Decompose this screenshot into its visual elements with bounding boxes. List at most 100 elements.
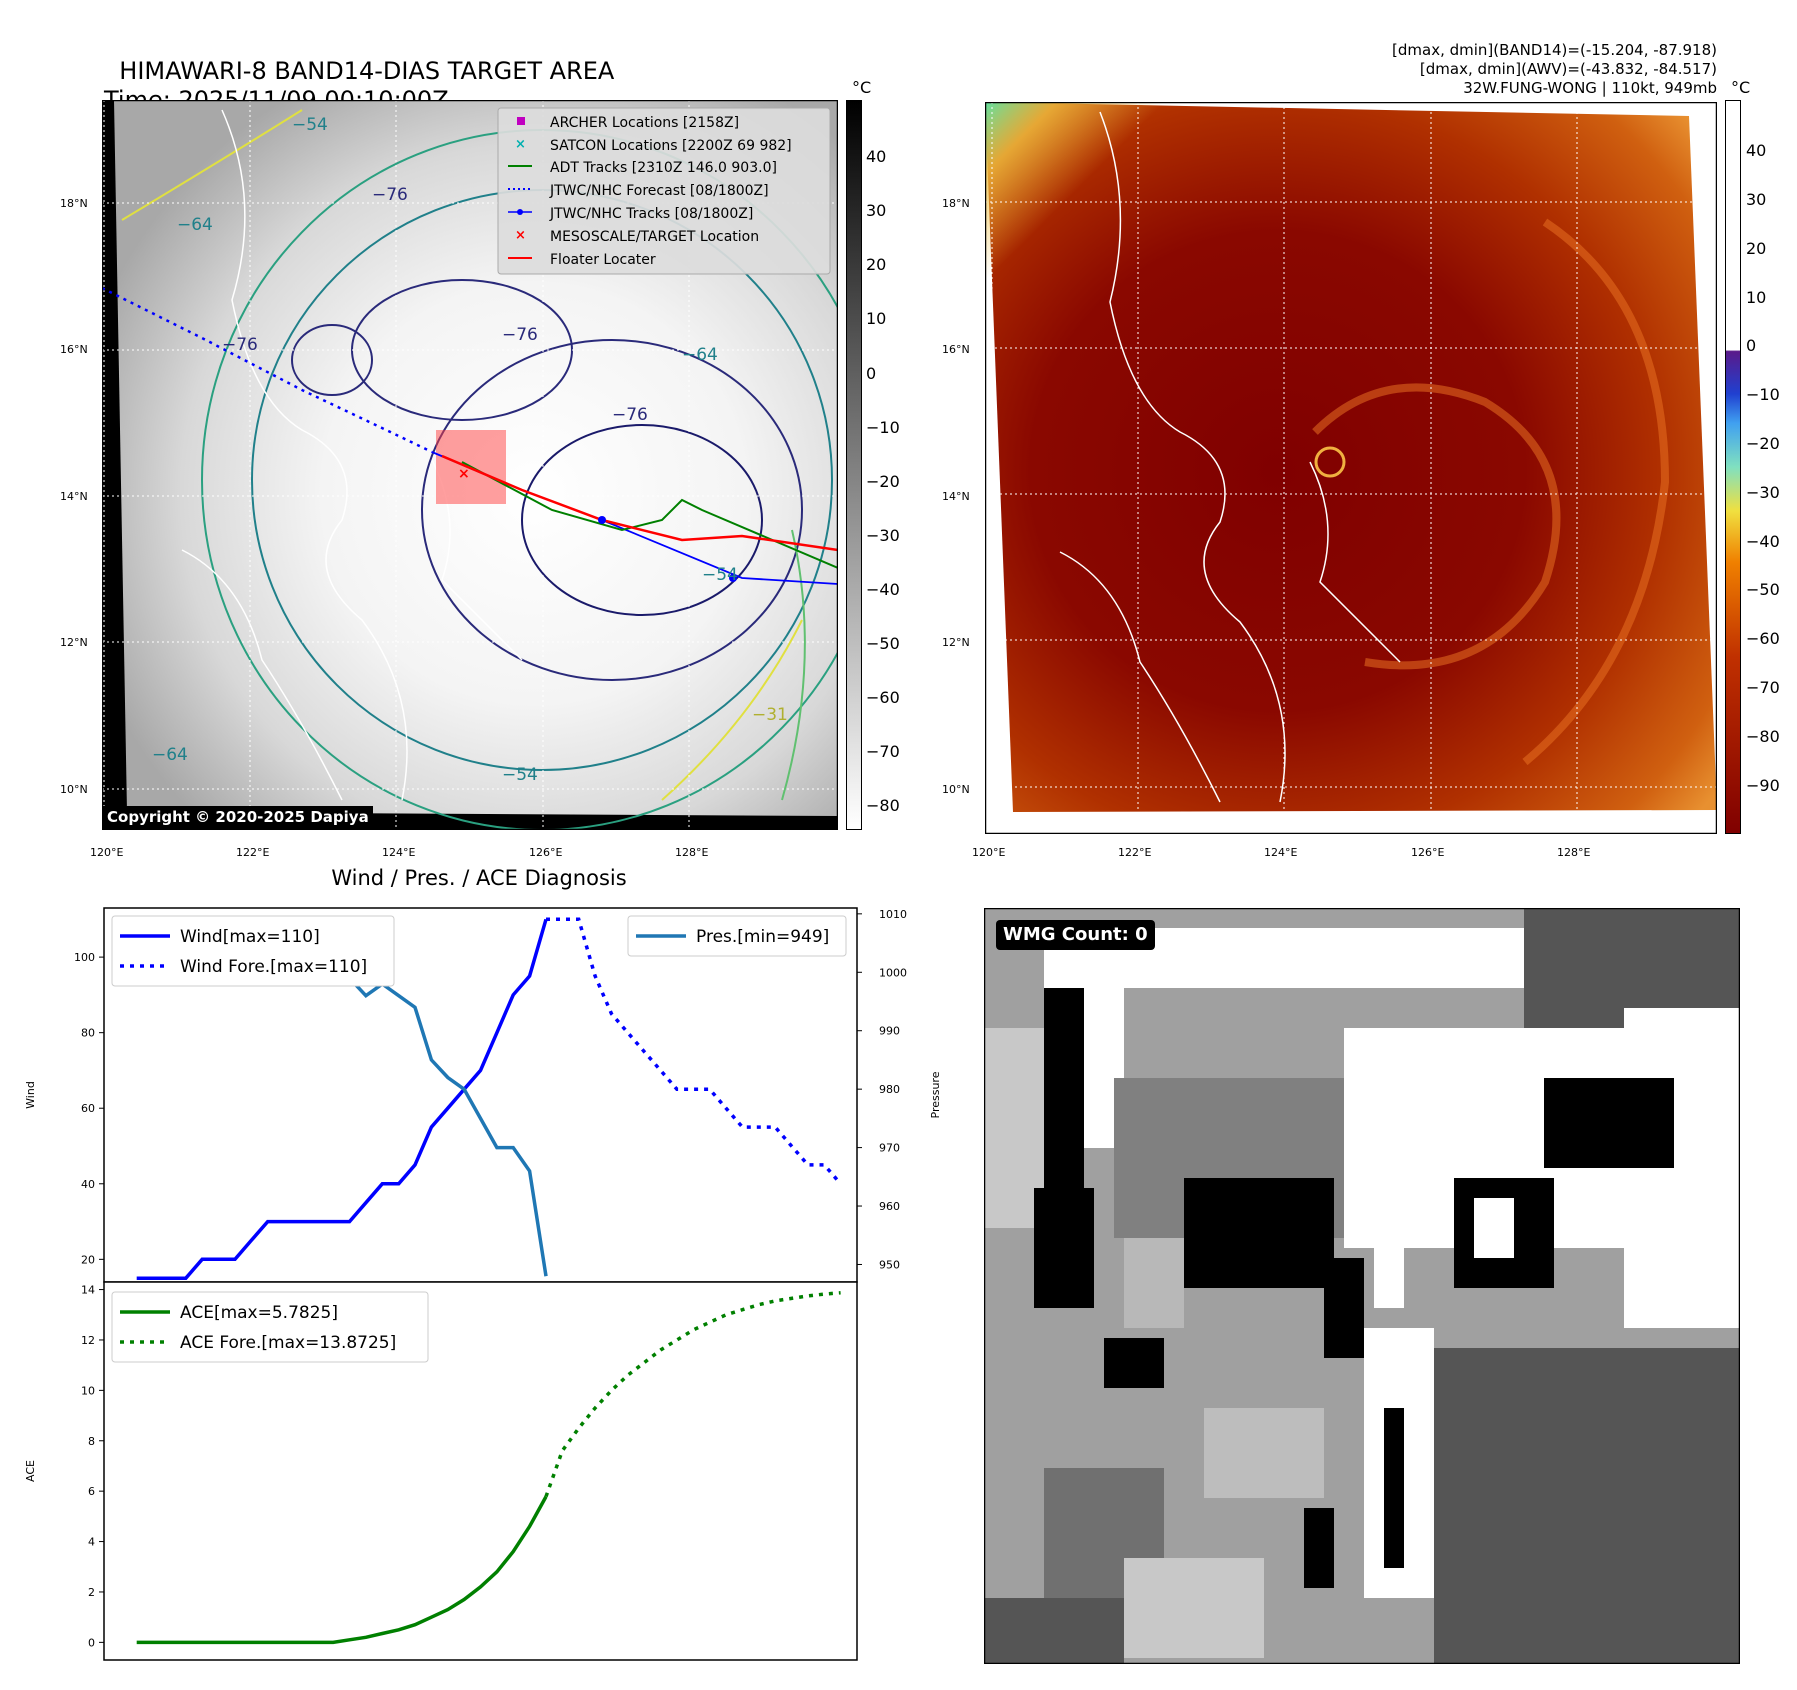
lon-label: 122°E: [236, 846, 270, 859]
contour-label: −54: [502, 765, 538, 785]
legend-entry: ACE Fore.[max=13.8725]: [180, 1333, 396, 1353]
y-tick-label: 14: [81, 1284, 95, 1297]
wmg-blocks: [984, 908, 1740, 1664]
y-tick-label: 12: [81, 1334, 95, 1347]
contour-label: −31: [752, 705, 788, 725]
svg-text:×: ×: [458, 466, 470, 482]
cb-tick: 30: [1746, 190, 1767, 209]
left-colorbar-unit: °C: [852, 78, 872, 97]
diagnosis-title: Wind / Pres. / ACE Diagnosis: [331, 866, 627, 890]
legend-jtwc-tracks: JTWC/NHC Tracks [08/1800Z]: [549, 206, 753, 222]
diagnosis-charts: 20406080100Wind95096097098099010001010Pr…: [24, 907, 942, 1661]
cb-tick: 40: [866, 147, 887, 166]
cb-tick: −20: [866, 472, 900, 491]
lat-label: 16°N: [942, 343, 970, 356]
legend-box: [627, 915, 847, 957]
legend-archer: ARCHER Locations [2158Z]: [550, 115, 739, 131]
y-tick-label: 100: [74, 951, 95, 964]
y2-tick-label: 960: [879, 1200, 900, 1213]
legend-box: [111, 915, 395, 987]
lat-label: 16°N: [60, 343, 88, 356]
legend-box: [111, 1291, 429, 1363]
cb-tick: −20: [1746, 434, 1780, 453]
cb-tick: 30: [866, 201, 887, 220]
lon-label: 120°E: [972, 846, 1006, 859]
right-colorbar-ticks: 40 30 20 10 0 −10 −20 −30 −40 −50 −60 −7…: [1746, 0, 1796, 840]
series-line: [544, 1291, 841, 1498]
y-tick-label: 60: [81, 1102, 95, 1115]
jtwc-forecast-track: [102, 286, 433, 454]
right-colorbar-unit: °C: [1731, 78, 1751, 97]
cb-tick: −30: [1746, 483, 1780, 502]
cb-tick: −50: [866, 634, 900, 653]
y-tick-label: 8: [88, 1435, 95, 1448]
ace-chart: 0 2 4 6 8 10 12 14 ACE ACE[max=5.7825] ACE Fore.[m…: [24, 1281, 858, 1661]
series-line: [546, 917, 842, 1185]
cb-tick: −30: [866, 526, 900, 545]
contour-label: −64: [682, 345, 718, 365]
map-left-lon-labels: 120°E 122°E 124°E 126°E 128°E: [0, 846, 840, 860]
cb-tick: −40: [866, 580, 900, 599]
y-tick-label: 2: [88, 1586, 95, 1599]
lat-label: 18°N: [60, 197, 88, 210]
y-axis-label: ACE: [24, 1460, 37, 1482]
legend-entry: ACE[max=5.7825]: [180, 1303, 338, 1323]
cb-tick: 20: [1746, 239, 1767, 258]
contour-label: −54: [292, 115, 328, 135]
contour-label: −64: [177, 215, 213, 235]
legend-jtwc-forecast: JTWC/NHC Forecast [08/1800Z]: [549, 183, 769, 199]
contour-label: −76: [502, 325, 538, 345]
cb-tick: −60: [866, 688, 900, 707]
series-line: [136, 1495, 548, 1645]
wmg-panel: [984, 908, 1740, 1664]
cb-tick: −70: [1746, 678, 1780, 697]
y2-tick-label: 1000: [879, 966, 907, 979]
cb-tick: 0: [866, 364, 877, 383]
lat-label: 12°N: [60, 636, 88, 649]
lat-label: 10°N: [942, 783, 970, 796]
lat-label: 12°N: [942, 636, 970, 649]
copyright-label: Copyright © 2020-2025 Dapiya: [103, 806, 373, 828]
cb-tick: −50: [1746, 580, 1780, 599]
lon-label: 124°E: [382, 846, 416, 859]
contour-label: −76: [222, 335, 258, 355]
y2-tick-label: 990: [879, 1025, 900, 1038]
cb-tick: −90: [1746, 776, 1780, 795]
cb-tick: 20: [866, 255, 887, 274]
svg-text:×: ×: [515, 137, 526, 152]
svg-text:×: ×: [515, 228, 526, 243]
y-tick-label: 10: [81, 1384, 95, 1397]
right-colorbar: [1725, 100, 1741, 834]
legend-mesoscale: MESOSCALE/TARGET Location: [550, 229, 759, 245]
lat-label: 14°N: [942, 490, 970, 503]
y2-axis-label: Pressure: [929, 1071, 942, 1118]
cb-tick: 0: [1746, 336, 1757, 355]
y-tick-label: 40: [81, 1178, 95, 1191]
map-right: [985, 102, 1717, 834]
lon-label: 128°E: [675, 846, 709, 859]
lon-label: 126°E: [529, 846, 563, 859]
legend-entry: Wind[max=110]: [180, 927, 320, 947]
contour-label-group: −54 −64 −76 −76 −76 −76 −64 −54 −54 −64 …: [152, 115, 788, 785]
cb-tick: 40: [1746, 141, 1767, 160]
map-left-lat-labels: 18°N 16°N 14°N 12°N 10°N: [60, 0, 100, 840]
y2-tick-label: 950: [879, 1258, 900, 1271]
left-colorbar: [846, 100, 862, 830]
cb-tick: −40: [1746, 532, 1780, 551]
legend-entry: Wind Fore.[max=110]: [180, 957, 367, 977]
adt-track: [461, 461, 838, 569]
grid-lines: [985, 102, 1717, 834]
contour-label: −76: [612, 405, 648, 425]
cb-tick: −80: [866, 796, 900, 815]
y-tick-label: 20: [81, 1253, 95, 1266]
map-legend: × × ARCHER Locations [2158Z] SATCON Loca…: [497, 107, 831, 275]
lon-label: 122°E: [1118, 846, 1152, 859]
y2-tick-label: 980: [879, 1083, 900, 1096]
y-tick-label: 4: [88, 1536, 95, 1549]
map-left: × −54 −64 −76 −76 −76 −76 −64 −54 −54 −6…: [102, 100, 838, 830]
contour-label: −76: [372, 185, 408, 205]
lat-label: 18°N: [942, 197, 970, 210]
lat-label: 10°N: [60, 783, 88, 796]
wmg-count-badge: WMG Count: 0: [996, 920, 1155, 950]
y2-tick-label: 970: [879, 1142, 900, 1155]
